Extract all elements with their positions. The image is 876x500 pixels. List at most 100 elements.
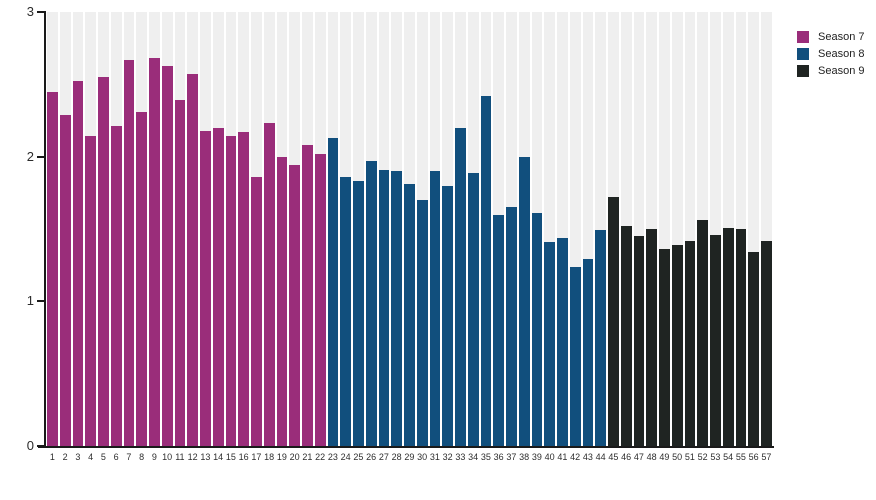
x-tick-label-27: 27 bbox=[378, 452, 389, 462]
x-tick-label-40: 40 bbox=[544, 452, 555, 462]
legend-item-season-9: Season 9 bbox=[797, 65, 864, 77]
legend: Season 7 Season 8 Season 9 bbox=[797, 31, 864, 82]
y-tick-label-3: 3 bbox=[26, 4, 34, 19]
bar-season-8-episode-36 bbox=[493, 214, 504, 446]
x-tick-label-38: 38 bbox=[519, 452, 530, 462]
y-tick-label-1: 1 bbox=[26, 293, 34, 309]
x-tick-label-33: 33 bbox=[455, 452, 466, 462]
bar-season-7-episode-9 bbox=[149, 58, 160, 446]
bar-season-8-episode-42 bbox=[569, 266, 581, 446]
bar-column-54: 54 bbox=[722, 12, 734, 462]
x-tick-label-3: 3 bbox=[75, 452, 81, 462]
bar-column-16: 16 bbox=[238, 12, 249, 462]
x-tick-label-50: 50 bbox=[672, 452, 683, 462]
bar-season-8-episode-35 bbox=[480, 95, 492, 446]
x-tick-label-57: 57 bbox=[761, 452, 772, 462]
x-tick-label-32: 32 bbox=[442, 452, 453, 462]
bar-season-9-episode-54 bbox=[722, 227, 734, 446]
bar-season-7-episode-11 bbox=[174, 100, 186, 446]
bar-season-9-episode-55 bbox=[735, 229, 747, 446]
bar-column-19: 19 bbox=[276, 12, 288, 462]
x-tick-label-15: 15 bbox=[225, 452, 236, 462]
x-tick-label-52: 52 bbox=[697, 452, 708, 462]
x-tick-label-29: 29 bbox=[404, 452, 415, 462]
bar-season-8-episode-30 bbox=[416, 200, 428, 446]
bar-season-9-episode-45 bbox=[608, 197, 619, 446]
bar-season-7-episode-10 bbox=[161, 65, 173, 446]
bar-season-7-episode-22 bbox=[314, 153, 326, 446]
bar-season-8-episode-34 bbox=[467, 172, 479, 446]
bar-column-29: 29 bbox=[404, 12, 415, 462]
bar-season-8-episode-41 bbox=[557, 237, 568, 446]
legend-label-season-9: Season 9 bbox=[818, 65, 865, 77]
bar-season-7-episode-13 bbox=[200, 130, 211, 446]
bar-season-7-episode-8 bbox=[136, 111, 147, 446]
x-tick-label-26: 26 bbox=[366, 452, 377, 462]
bar-season-7-episode-2 bbox=[59, 114, 71, 446]
x-tick-label-10: 10 bbox=[162, 452, 173, 462]
bar-column-12: 12 bbox=[187, 12, 198, 462]
bar-column-3: 3 bbox=[72, 12, 84, 462]
y-tick-mark-1 bbox=[37, 300, 44, 303]
bar-column-31: 31 bbox=[429, 12, 441, 462]
legend-swatch-season-7-icon bbox=[797, 31, 809, 43]
bar-column-44: 44 bbox=[595, 12, 606, 462]
bar-column-43: 43 bbox=[582, 12, 594, 462]
x-tick-label-6: 6 bbox=[113, 452, 119, 462]
x-tick-label-14: 14 bbox=[213, 452, 224, 462]
bar-season-8-episode-37 bbox=[506, 207, 517, 446]
bar-season-7-episode-19 bbox=[276, 156, 288, 446]
legend-item-season-8: Season 8 bbox=[797, 48, 864, 60]
bar-column-2: 2 bbox=[59, 12, 71, 462]
bar-column-1: 1 bbox=[47, 12, 58, 462]
bar-column-26: 26 bbox=[365, 12, 377, 462]
bar-column-52: 52 bbox=[697, 12, 708, 462]
bar-column-14: 14 bbox=[212, 12, 224, 462]
legend-swatch-season-9-icon bbox=[797, 65, 809, 77]
x-tick-label-44: 44 bbox=[595, 452, 606, 462]
bar-column-30: 30 bbox=[416, 12, 428, 462]
x-tick-label-45: 45 bbox=[608, 452, 619, 462]
x-tick-label-46: 46 bbox=[621, 452, 632, 462]
x-tick-label-23: 23 bbox=[327, 452, 338, 462]
bar-season-7-episode-18 bbox=[263, 123, 275, 446]
x-tick-label-18: 18 bbox=[264, 452, 275, 462]
bar-column-33: 33 bbox=[455, 12, 466, 462]
bar-column-51: 51 bbox=[684, 12, 696, 462]
bar-season-9-episode-57 bbox=[761, 240, 772, 446]
bar-column-42: 42 bbox=[569, 12, 581, 462]
x-tick-label-21: 21 bbox=[302, 452, 313, 462]
x-tick-label-20: 20 bbox=[289, 452, 300, 462]
bar-season-7-episode-21 bbox=[302, 145, 313, 446]
bar-season-7-episode-4 bbox=[85, 136, 96, 446]
bar-column-47: 47 bbox=[633, 12, 645, 462]
bar-season-9-episode-56 bbox=[748, 252, 759, 446]
bar-column-25: 25 bbox=[353, 12, 364, 462]
bar-season-8-episode-43 bbox=[582, 259, 594, 446]
bar-column-36: 36 bbox=[493, 12, 504, 462]
legend-label-season-8: Season 8 bbox=[818, 48, 865, 60]
bar-column-8: 8 bbox=[136, 12, 147, 462]
bar-column-27: 27 bbox=[378, 12, 390, 462]
bar-column-35: 35 bbox=[480, 12, 492, 462]
bar-column-32: 32 bbox=[442, 12, 453, 462]
bar-column-21: 21 bbox=[302, 12, 313, 462]
bar-season-8-episode-25 bbox=[353, 181, 364, 446]
bar-column-10: 10 bbox=[161, 12, 173, 462]
x-tick-label-54: 54 bbox=[723, 452, 734, 462]
bar-column-28: 28 bbox=[391, 12, 402, 462]
x-tick-label-1: 1 bbox=[49, 452, 55, 462]
legend-swatch-season-8-icon bbox=[797, 48, 809, 60]
bar-season-9-episode-48 bbox=[646, 229, 657, 446]
bar-column-40: 40 bbox=[544, 12, 555, 462]
bar-season-7-episode-5 bbox=[98, 77, 109, 446]
bar-column-5: 5 bbox=[98, 12, 109, 462]
bar-column-7: 7 bbox=[123, 12, 135, 462]
x-tick-label-34: 34 bbox=[468, 452, 479, 462]
bar-column-48: 48 bbox=[646, 12, 657, 462]
plot-area: 1 2 3 4 5 6 7 8 9 10 11 12 13 14 15 16 17 18 19 20 21 22 23 24 2… bbox=[47, 12, 772, 462]
bar-season-8-episode-31 bbox=[429, 171, 441, 446]
x-tick-label-4: 4 bbox=[88, 452, 94, 462]
bar-season-8-episode-32 bbox=[442, 185, 453, 446]
